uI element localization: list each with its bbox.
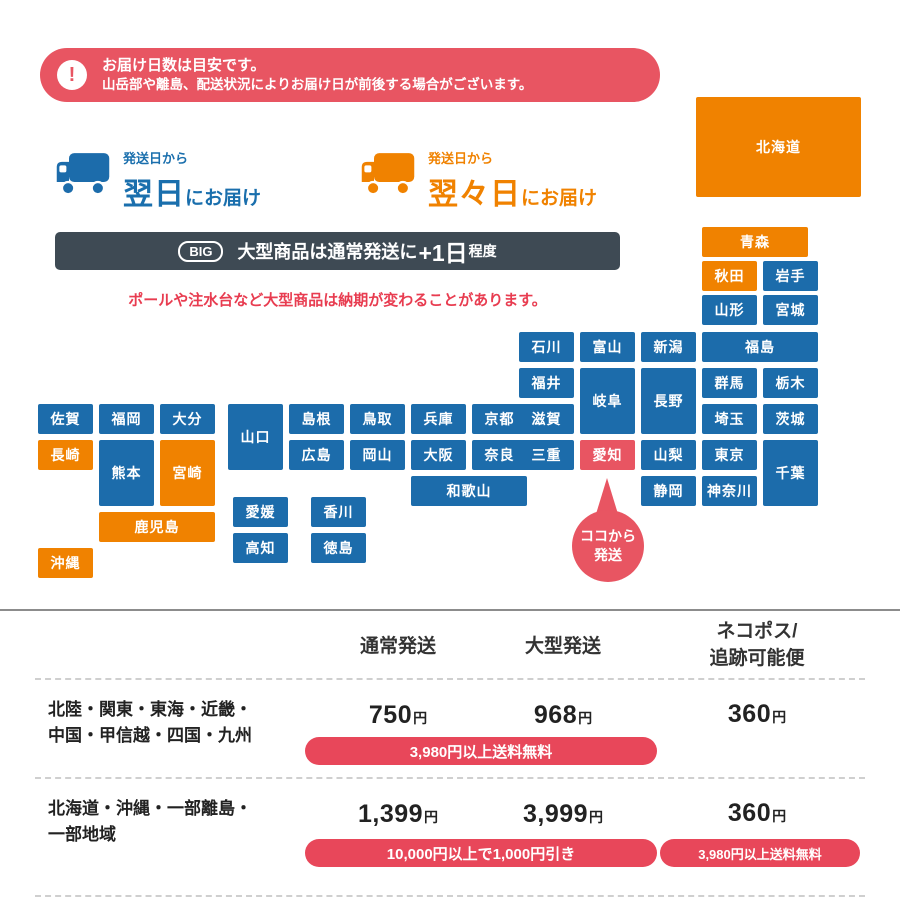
prefecture-box: 群馬 <box>702 368 757 398</box>
prefecture-box: 山梨 <box>641 440 696 470</box>
region-label-remote: 北海道・沖縄・一部離島・ 一部地域 <box>48 799 252 844</box>
prefecture-box: 沖縄 <box>38 548 93 578</box>
ship-date-label: 発送日から <box>428 151 494 166</box>
section-divider <box>0 609 900 611</box>
prefecture-box: 東京 <box>702 440 757 470</box>
prefecture-box: 熊本 <box>99 440 154 506</box>
prefecture-box: 山口 <box>228 404 283 470</box>
prefecture-box: 大阪 <box>411 440 466 470</box>
next-day-label: 翌日 <box>123 178 185 211</box>
prefecture-box: 千葉 <box>763 440 818 506</box>
large-item-caution: ポールや注水台など大型商品は納期が変わることがあります。 <box>128 292 547 309</box>
big-banner-text: 大型商品は通常発送に <box>237 242 418 262</box>
prefecture-box: 兵庫 <box>411 404 466 434</box>
prefecture-box: 岐阜 <box>580 368 635 434</box>
prefecture-box: 岡山 <box>350 440 405 470</box>
prefecture-box: 滋賀 <box>519 404 574 434</box>
prefecture-box: 三重 <box>519 440 574 470</box>
ship-date-label: 発送日から <box>123 151 189 166</box>
region-label-main: 北陸・関東・東海・近畿・ 中国・甲信越・四国・九州 <box>48 700 252 745</box>
dashed-divider <box>35 678 865 680</box>
dashed-divider <box>35 895 865 897</box>
truck-icon <box>56 153 110 196</box>
notice-banner: ! お届け日数は目安です。 山岳部や離島、配送状況によりお届け日が前後する場合が… <box>40 48 660 102</box>
big-banner-highlight: +1日 <box>418 240 468 266</box>
prefecture-box: 愛媛 <box>233 497 288 527</box>
truck-icon <box>361 153 415 196</box>
prefecture-box: 静岡 <box>641 476 696 506</box>
prefecture-box: 愛知 <box>580 440 635 470</box>
two-day-delivery-block: 発送日から 翌々日 にお届け <box>360 148 597 213</box>
big-badge: BIG <box>178 240 224 262</box>
big-banner-suffix: 程度 <box>468 243 497 259</box>
prefecture-box: 香川 <box>311 497 366 527</box>
prefecture-box: 秋田 <box>702 261 757 291</box>
nekopos-line1: ネコポス/ <box>716 621 798 642</box>
price-normal-main: 750円 <box>368 701 428 729</box>
prefecture-box: 島根 <box>289 404 344 434</box>
exclamation-glyph: ! <box>68 63 76 86</box>
prefecture-box: 新潟 <box>641 332 696 362</box>
prefecture-box: 福岡 <box>99 404 154 434</box>
prefecture-box: 奈良 <box>472 440 527 470</box>
prefecture-box: 高知 <box>233 533 288 563</box>
free-shipping-pill-nekopos: 3,980円以上送料無料 <box>660 839 860 867</box>
bubble-line1: ココから <box>580 528 636 544</box>
ship-from-bubble: ココから 発送 <box>572 510 644 582</box>
prefecture-box: 鹿児島 <box>99 512 215 542</box>
price-nekopos-remote: 360円 <box>727 799 787 827</box>
price-large-main: 968円 <box>533 701 593 729</box>
prefecture-box: 長野 <box>641 368 696 434</box>
dashed-divider <box>35 777 865 779</box>
prefecture-box: 大分 <box>160 404 215 434</box>
price-nekopos-main: 360円 <box>727 700 787 728</box>
prefecture-box: 佐賀 <box>38 404 93 434</box>
prefecture-box: 宮城 <box>763 295 818 325</box>
two-day-label: 翌々日 <box>428 178 521 211</box>
next-day-text: 発送日から 翌日 にお届け <box>123 148 261 213</box>
notice-line1: お届け日数は目安です。 <box>102 57 266 74</box>
notice-text: お届け日数は目安です。 山岳部や離島、配送状況によりお届け日が前後する場合がござ… <box>102 56 532 94</box>
prefecture-box: 栃木 <box>763 368 818 398</box>
prefecture-box: 和歌山 <box>411 476 527 506</box>
next-day-delivery-block: 発送日から 翌日 にお届け <box>55 148 261 213</box>
delivery-suffix: にお届け <box>521 188 598 209</box>
column-header-large: 大型発送 <box>524 636 601 657</box>
notice-line2: 山岳部や離島、配送状況によりお届け日が前後する場合がございます。 <box>102 77 533 92</box>
bubble-line2: 発送 <box>594 547 622 563</box>
prefecture-box: 青森 <box>702 227 808 257</box>
prefecture-box: 宮崎 <box>160 440 215 506</box>
column-header-nekopos: ネコポス/ 追跡可能便 <box>667 618 847 672</box>
two-day-text: 発送日から 翌々日 にお届け <box>428 148 597 213</box>
prefecture-box: 茨城 <box>763 404 818 434</box>
price-normal-remote: 1,399円 <box>357 800 439 828</box>
big-item-banner: BIG 大型商品は通常発送に +1日 程度 <box>55 232 620 270</box>
prefecture-box: 富山 <box>580 332 635 362</box>
prefecture-box: 鳥取 <box>350 404 405 434</box>
nekopos-line2: 追跡可能便 <box>709 648 805 669</box>
prefecture-box: 神奈川 <box>702 476 757 506</box>
prefecture-box: 岩手 <box>763 261 818 291</box>
prefecture-box: 長崎 <box>38 440 93 470</box>
prefecture-box: 埼玉 <box>702 404 757 434</box>
exclamation-icon: ! <box>57 60 87 90</box>
prefecture-box: 徳島 <box>311 533 366 563</box>
prefecture-box: 福島 <box>702 332 818 362</box>
prefecture-box: 京都 <box>472 404 527 434</box>
column-header-normal: 通常発送 <box>359 636 436 657</box>
prefecture-box: 石川 <box>519 332 574 362</box>
prefecture-box: 山形 <box>702 295 757 325</box>
bubble-tail <box>596 478 618 514</box>
discount-pill-remote: 10,000円以上で1,000円引き <box>305 839 657 867</box>
prefecture-box: 広島 <box>289 440 344 470</box>
prefecture-box: 北海道 <box>696 97 861 197</box>
delivery-suffix: にお届け <box>185 188 262 209</box>
price-large-remote: 3,999円 <box>522 800 604 828</box>
free-shipping-pill-main: 3,980円以上送料無料 <box>305 737 657 765</box>
prefecture-box: 福井 <box>519 368 574 398</box>
